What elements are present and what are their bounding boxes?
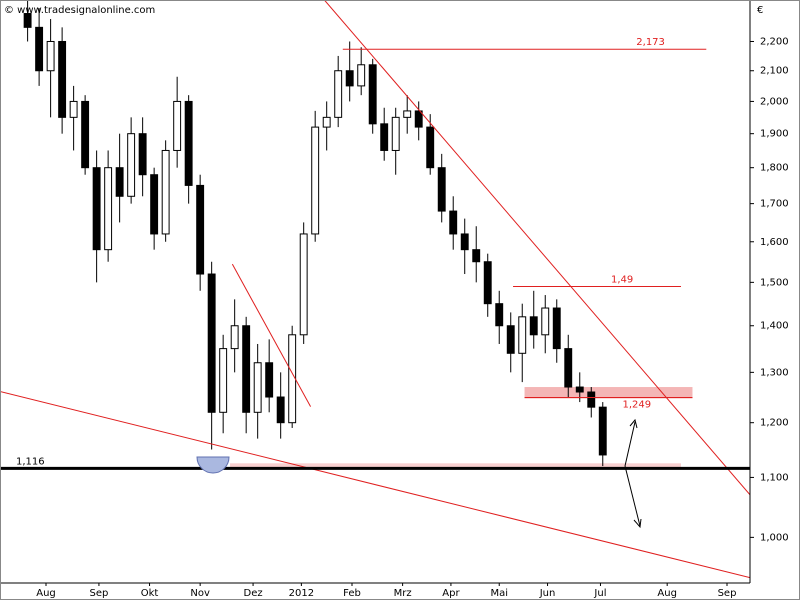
- currency: €: [757, 5, 763, 16]
- candle-body: [426, 126, 435, 169]
- candle-body: [449, 210, 458, 235]
- candle-body: [23, 13, 32, 28]
- candle-body: [472, 249, 481, 263]
- x-tick-label: Jun: [539, 588, 556, 599]
- candle-body: [150, 174, 159, 235]
- candle-body: [253, 362, 262, 413]
- x-tick-label: Sep: [718, 588, 737, 599]
- candle-body: [437, 167, 446, 212]
- candle-body: [483, 261, 492, 305]
- candle-body: [288, 334, 297, 424]
- candle-body: [276, 396, 285, 424]
- level-label: 2,173: [636, 37, 665, 48]
- candle-body: [104, 167, 113, 251]
- source: © www.tradesignalonline.com: [4, 5, 155, 16]
- y-tick-label: 1,900: [760, 129, 789, 140]
- zone: [230, 463, 681, 469]
- candle-body: [138, 133, 147, 176]
- base-marker: [196, 456, 230, 474]
- x-tick-label: Dez: [244, 588, 263, 599]
- candle-body: [564, 348, 573, 388]
- candle-body: [506, 325, 515, 354]
- y-tick-label: 2,100: [760, 66, 789, 77]
- x-tick-label: Feb: [343, 588, 361, 599]
- y-tick-label: 1,500: [760, 277, 789, 288]
- x-tick-label: Apr: [442, 588, 460, 599]
- candle-body: [334, 70, 343, 118]
- x-tick-label: Jul: [593, 588, 606, 599]
- y-tick-label: 1,300: [760, 367, 789, 378]
- candle-body: [529, 316, 538, 336]
- x-tick-label: Aug: [36, 588, 56, 599]
- candle-body: [58, 40, 67, 118]
- x-tick-label: Aug: [657, 588, 677, 599]
- trend-line: [0, 391, 750, 579]
- candle-body: [575, 386, 584, 393]
- candle-body: [173, 100, 182, 151]
- x-tick-label: Sep: [89, 588, 108, 599]
- y-tick-label: 1,400: [760, 321, 789, 332]
- candle-body: [219, 348, 228, 413]
- candle-body: [127, 133, 136, 197]
- candle-body: [357, 64, 366, 87]
- candle-body: [495, 303, 504, 327]
- candle-body: [541, 307, 550, 336]
- candle-body: [92, 167, 101, 251]
- x-tick-label: Nov: [190, 588, 210, 599]
- candle-body: [345, 70, 354, 87]
- y-tick-label: 1,700: [760, 199, 789, 210]
- candle-body: [81, 100, 90, 169]
- y-tick-label: 1,600: [760, 237, 789, 248]
- candle-body: [242, 325, 251, 413]
- candle-body: [69, 100, 78, 118]
- candle-body: [46, 40, 55, 72]
- candle-body: [230, 325, 239, 350]
- candle-body: [184, 100, 193, 186]
- trend-line: [231, 263, 312, 407]
- candle-body: [161, 149, 170, 235]
- y-tick-label: 2,000: [760, 96, 789, 107]
- candle-body: [391, 116, 400, 151]
- y-tick-label: 1,800: [760, 163, 789, 174]
- candle-body: [196, 184, 205, 275]
- candle-body: [587, 391, 596, 408]
- candle-body: [460, 233, 469, 251]
- candle-body: [322, 116, 331, 128]
- y-tick-label: 1,100: [760, 472, 789, 483]
- y-tick-label: 1,200: [760, 418, 789, 429]
- candle-body: [403, 110, 412, 118]
- candle-body: [414, 110, 423, 128]
- candle-body: [265, 362, 274, 398]
- candle-body: [115, 167, 124, 197]
- x-tick-label: Mai: [490, 588, 508, 599]
- trend-line: [324, 0, 750, 496]
- down-arrow: [624, 465, 642, 529]
- y-tick-label: 1,000: [760, 532, 789, 543]
- candle-body: [552, 307, 561, 350]
- level-label: 1,249: [622, 400, 651, 411]
- candle-body: [311, 126, 320, 235]
- x-tick-label: 2012: [289, 588, 314, 599]
- candle-body: [35, 26, 44, 72]
- plot-area: [0, 0, 750, 579]
- candle-body: [380, 123, 389, 151]
- y-tick-label: 2,200: [760, 36, 789, 47]
- zone: [524, 387, 693, 399]
- candle-body: [598, 406, 607, 456]
- candle-body: [207, 273, 216, 413]
- level-label: 1,116: [16, 456, 45, 467]
- level-label: 1,49: [611, 275, 633, 286]
- candle-body: [368, 64, 377, 125]
- x-tick-label: Okt: [141, 588, 159, 599]
- candle-body: [518, 316, 527, 354]
- up-arrow: [624, 418, 638, 467]
- candle-body: [299, 233, 308, 336]
- x-tick-label: Mrz: [394, 588, 412, 599]
